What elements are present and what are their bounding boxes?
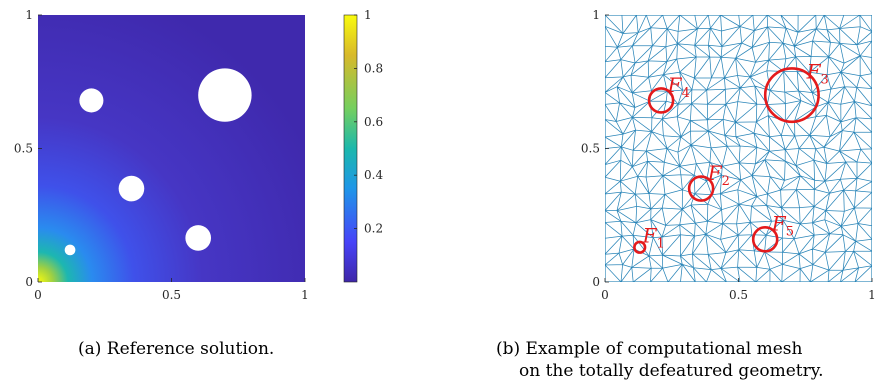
panel-b-mesh: F1 F2 F3 F4 F5 0 0.5 1 0 0.5 1	[581, 8, 875, 302]
feature-label: F4	[667, 73, 690, 101]
hole	[198, 68, 252, 122]
feature-circle	[633, 240, 647, 254]
colorbar-tick-label: 1	[364, 8, 372, 22]
caption-b-line1: (b) Example of computational mesh	[496, 339, 803, 359]
panel-b-xtick-label: 0.5	[729, 288, 748, 302]
panel-b-xtick-label: 1	[868, 288, 875, 302]
feature-label: F3	[806, 59, 829, 87]
hole	[64, 244, 76, 256]
panel-b-axes: 0 0.5 1 0 0.5 1	[581, 8, 875, 302]
panel-b-ytick-label: 0	[592, 275, 600, 289]
panel-a-xtick-label: 0.5	[162, 288, 181, 302]
panel-b-ytick-label: 0.5	[581, 142, 600, 156]
panel-a-axes: 0 0.5 1 0 0.5 1	[14, 8, 309, 302]
holes-group	[64, 68, 252, 256]
panel-a-ytick-label: 0.5	[14, 142, 33, 156]
feature-label: F5	[771, 212, 794, 240]
panel-a-xtick-label: 0	[34, 288, 42, 302]
caption-b-line2: on the totally defeatured geometry.	[519, 361, 824, 381]
figure: 0 0.5 1 0 0.5 1 0.2 0.4 0.6 0.8 1 F1 F2 F3 F4 F5 0 0.5…	[14, 8, 875, 302]
hole	[118, 175, 145, 202]
colorbar: 0.2 0.4 0.6 0.8 1	[343, 8, 383, 283]
solution-field	[38, 15, 305, 282]
caption-a: (a) Reference solution.	[78, 339, 275, 359]
features-group: F1 F2 F3 F4 F5	[633, 59, 829, 254]
hole	[79, 88, 104, 113]
panel-a-ytick-label: 0	[25, 275, 33, 289]
colorbar-bar	[343, 14, 358, 283]
panel-b-xtick-label: 0	[601, 288, 609, 302]
colorbar-tick-label: 0.8	[364, 61, 383, 75]
panel-a-heatmap: 0 0.5 1 0 0.5 1 0.2 0.4 0.6 0.8 1	[14, 8, 384, 302]
colorbar-tick-label: 0.2	[364, 222, 383, 236]
caption-b: (b) Example of computational mesh on the…	[496, 338, 824, 382]
feature-label: F1	[642, 223, 665, 251]
feature-label: F2	[707, 161, 730, 189]
feature-circle	[751, 225, 779, 253]
colorbar-tick-label: 0.4	[364, 168, 383, 182]
mesh-edges	[605, 15, 872, 282]
feature-circle	[763, 67, 820, 124]
colorbar-tick-label: 0.6	[364, 115, 383, 129]
panel-b-ytick-label: 1	[592, 8, 600, 22]
panel-a-ytick-label: 1	[25, 8, 33, 22]
mesh-triangles	[605, 15, 872, 282]
feature-circle	[647, 87, 675, 114]
hole	[185, 225, 212, 251]
panel-a-xtick-label: 1	[301, 288, 309, 302]
feature-circle	[687, 175, 715, 202]
